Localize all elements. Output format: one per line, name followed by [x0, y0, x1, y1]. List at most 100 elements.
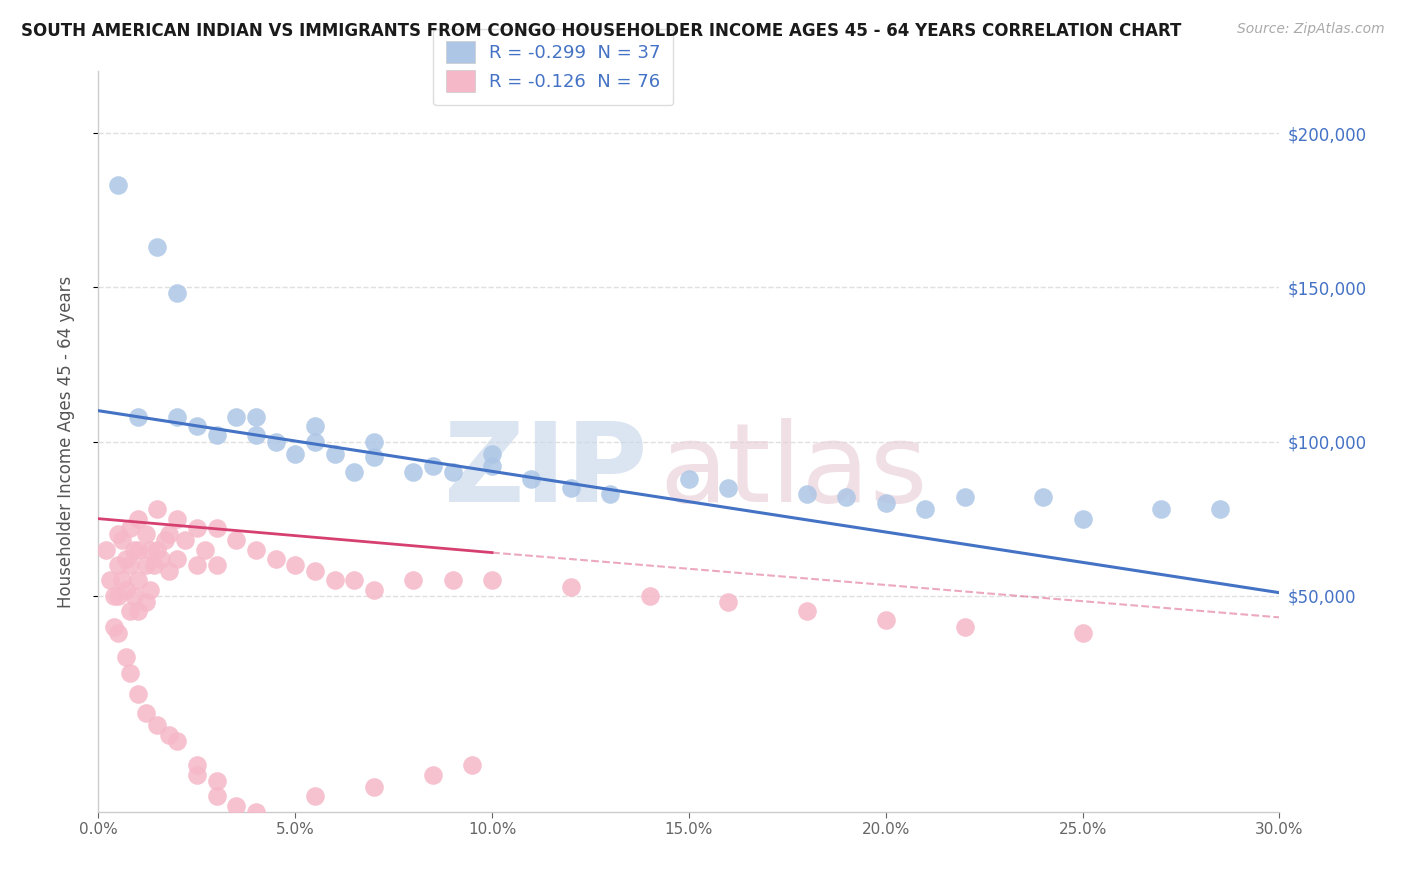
Text: ZIP: ZIP [444, 417, 648, 524]
Point [1071, 625, 1094, 640]
Point [118, 558, 141, 572]
Text: SOUTH AMERICAN INDIAN VS IMMIGRANTS FROM CONGO HOUSEHOLDER INCOME AGES 45 - 64 Y: SOUTH AMERICAN INDIAN VS IMMIGRANTS FROM… [21, 22, 1181, 40]
Point [205, 428, 228, 442]
Point [225, 798, 247, 813]
Point [225, 533, 247, 548]
Point [225, 409, 247, 424]
Point [422, 767, 444, 781]
Point [402, 466, 425, 480]
Point [304, 564, 326, 578]
Point [323, 447, 346, 461]
Point [186, 767, 208, 781]
Point [638, 589, 661, 603]
Point [135, 595, 157, 609]
Point [157, 564, 180, 578]
Point [127, 688, 149, 702]
Point [560, 481, 582, 495]
Point [245, 428, 267, 442]
Point [111, 533, 134, 548]
Point [166, 551, 188, 566]
Point [118, 521, 141, 535]
Point [157, 527, 180, 541]
Point [914, 502, 936, 516]
Point [107, 558, 129, 572]
Point [127, 542, 149, 557]
Point [1209, 502, 1232, 516]
Point [304, 434, 326, 449]
Point [150, 551, 173, 566]
Point [264, 434, 287, 449]
Point [135, 558, 157, 572]
Point [146, 240, 169, 254]
Point [953, 490, 976, 504]
Point [186, 419, 208, 434]
Point [205, 789, 228, 804]
Point [717, 481, 740, 495]
Point [118, 604, 141, 618]
Point [146, 718, 169, 732]
Point [118, 665, 141, 680]
Point [194, 542, 217, 557]
Point [796, 604, 818, 618]
Point [245, 542, 267, 557]
Point [103, 589, 125, 603]
Point [138, 582, 160, 597]
Point [264, 551, 287, 566]
Point [166, 511, 188, 525]
Point [127, 574, 149, 588]
Point [481, 459, 503, 474]
Point [166, 286, 188, 301]
Point [107, 625, 129, 640]
Point [875, 614, 897, 628]
Point [135, 527, 157, 541]
Point [186, 558, 208, 572]
Point [245, 805, 267, 819]
Text: Source: ZipAtlas.com: Source: ZipAtlas.com [1237, 22, 1385, 37]
Point [796, 487, 818, 501]
Point [166, 733, 188, 747]
Point [481, 574, 503, 588]
Legend: R = -0.299  N = 37, R = -0.126  N = 76: R = -0.299 N = 37, R = -0.126 N = 76 [433, 29, 673, 105]
Point [205, 558, 228, 572]
Point [205, 521, 228, 535]
Point [155, 533, 177, 548]
Point [245, 409, 267, 424]
Point [115, 650, 138, 665]
Point [363, 582, 385, 597]
Point [481, 447, 503, 461]
Point [157, 728, 180, 742]
Point [1150, 502, 1173, 516]
Point [205, 773, 228, 788]
Point [127, 604, 149, 618]
Point [107, 589, 129, 603]
Point [835, 490, 858, 504]
Point [98, 574, 121, 588]
Point [402, 574, 425, 588]
Point [343, 574, 366, 588]
Point [115, 551, 138, 566]
Point [678, 471, 700, 485]
Point [1032, 490, 1054, 504]
Point [717, 595, 740, 609]
Point [127, 511, 149, 525]
Point [122, 542, 145, 557]
Point [520, 471, 543, 485]
Point [363, 450, 385, 464]
Point [422, 459, 444, 474]
Point [304, 789, 326, 804]
Text: atlas: atlas [659, 417, 928, 524]
Point [284, 558, 307, 572]
Point [127, 409, 149, 424]
Point [343, 466, 366, 480]
Point [146, 502, 169, 516]
Point [599, 487, 621, 501]
Point [142, 558, 165, 572]
Y-axis label: Householder Income Ages 45 - 64 years: Householder Income Ages 45 - 64 years [56, 276, 75, 607]
Point [441, 574, 464, 588]
Point [186, 758, 208, 772]
Point [1071, 511, 1094, 525]
Point [363, 780, 385, 794]
Point [122, 589, 145, 603]
Point [953, 619, 976, 633]
Point [174, 533, 197, 548]
